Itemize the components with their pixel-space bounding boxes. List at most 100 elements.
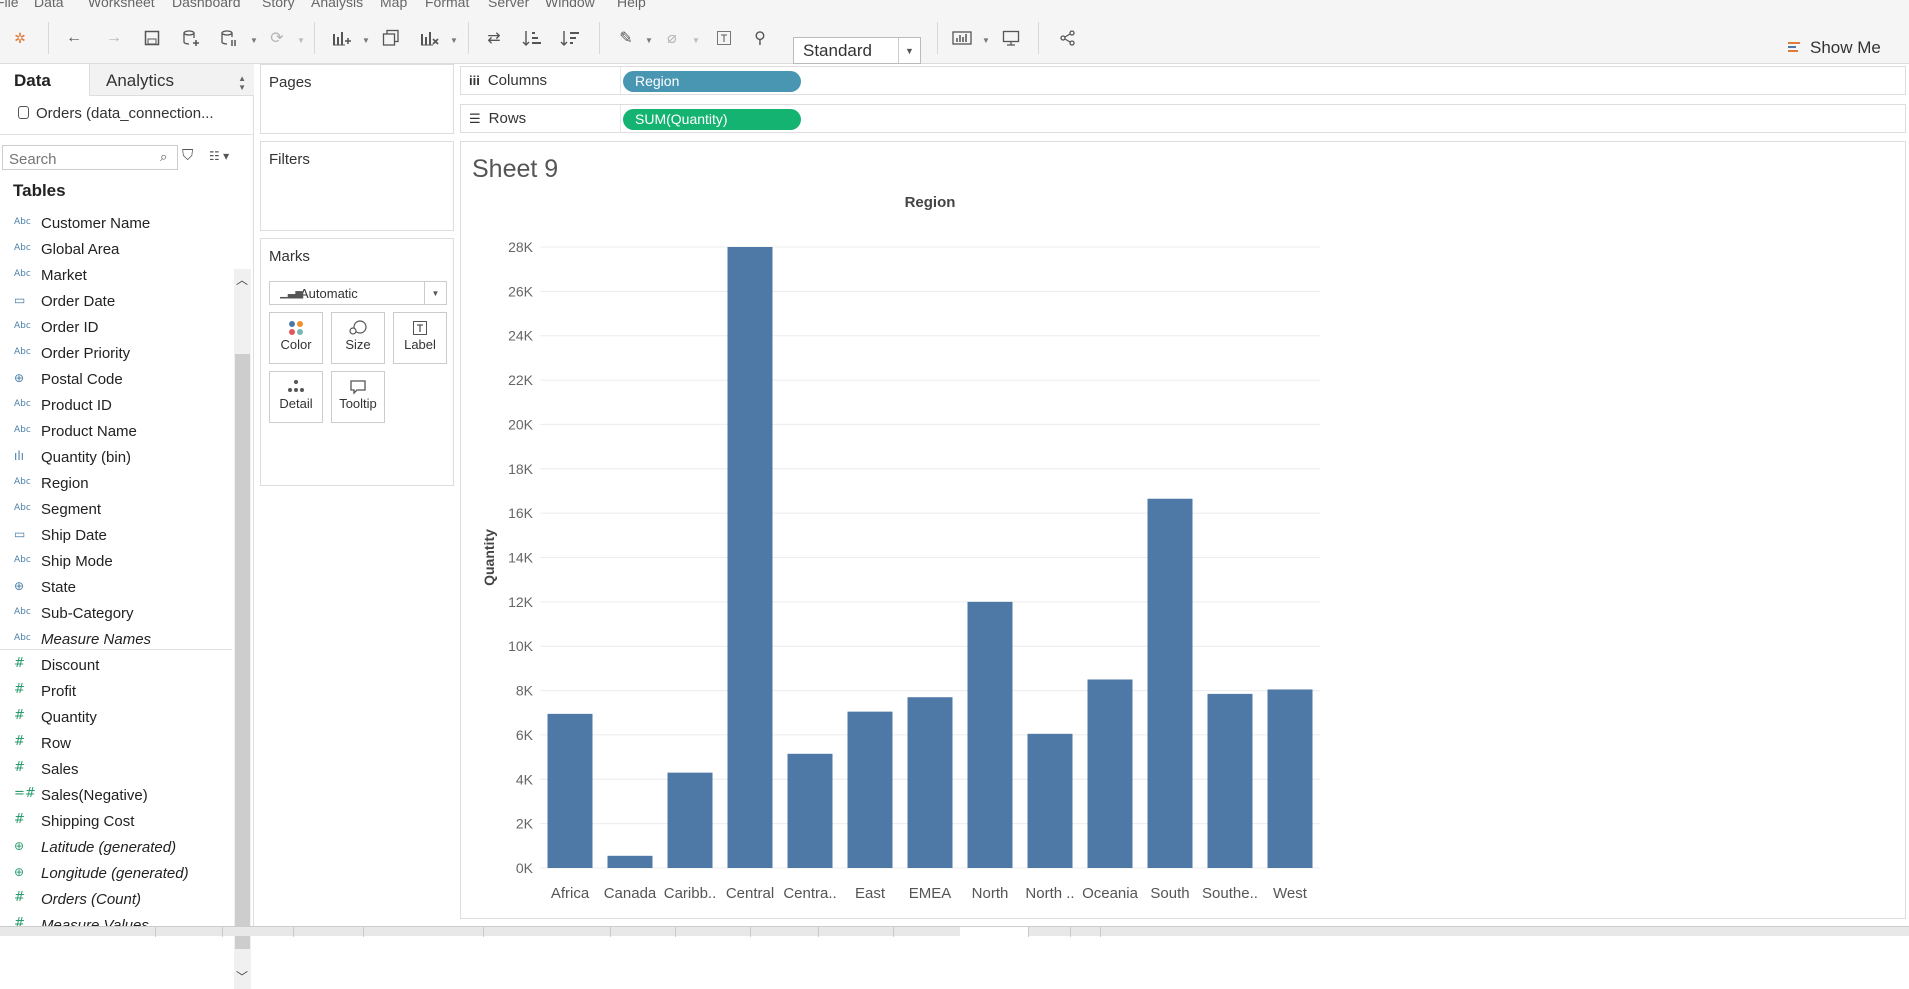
scroll-up-icon[interactable]: ︿ xyxy=(236,273,249,287)
sort-ascending-icon[interactable] xyxy=(520,26,544,50)
chevron-down-icon[interactable]: ▼ xyxy=(982,36,990,45)
bar-caribb[interactable] xyxy=(667,772,713,868)
new-datasource-icon[interactable] xyxy=(179,26,203,50)
redo-icon[interactable]: → xyxy=(106,29,122,46)
bar-southe[interactable] xyxy=(1207,693,1253,868)
sheet-tab[interactable] xyxy=(222,927,223,937)
fit-mode-select[interactable]: Standard ▼ xyxy=(793,37,921,64)
menu-help[interactable]: Help xyxy=(617,0,646,10)
chevron-down-icon[interactable]: ▼ xyxy=(362,36,370,45)
region-pill[interactable]: Region xyxy=(623,71,801,92)
chevron-down-icon[interactable]: ▼ xyxy=(450,36,458,45)
bar-africa[interactable] xyxy=(547,713,593,868)
labels-icon[interactable] xyxy=(712,26,736,50)
chevron-down-icon[interactable]: ▼ xyxy=(297,36,305,45)
chevron-down-icon[interactable]: ▼ xyxy=(898,38,920,63)
detail-button[interactable]: Detail xyxy=(269,371,323,423)
field-order-date[interactable]: ▭ Order Date xyxy=(0,292,232,316)
sort-descending-icon[interactable] xyxy=(558,26,582,50)
bar-south[interactable] xyxy=(1147,498,1193,868)
menu-server[interactable]: Server xyxy=(488,0,530,10)
field-latitude-generated[interactable]: ⊕ Latitude (generated) xyxy=(0,838,232,862)
menu-window[interactable]: Window xyxy=(545,0,595,10)
bar-north[interactable] xyxy=(1027,733,1073,868)
sheet-tab[interactable] xyxy=(1100,927,1101,937)
sheet-tab[interactable] xyxy=(155,927,156,937)
duplicate-icon[interactable] xyxy=(379,26,403,50)
menu-format[interactable]: Format xyxy=(425,0,470,10)
sheet-tab[interactable] xyxy=(1070,927,1071,937)
field-product-id[interactable]: Abc Product ID xyxy=(0,396,232,420)
field-state[interactable]: ⊕ State xyxy=(0,578,232,602)
field-customer-name[interactable]: Abc Customer Name xyxy=(0,214,232,238)
sheet-tab[interactable] xyxy=(610,927,611,937)
bar-north[interactable] xyxy=(967,601,1013,868)
highlight-icon[interactable]: ✎ xyxy=(619,30,633,47)
field-orders-count[interactable]: # Orders (Count) xyxy=(0,890,232,914)
tooltip-button[interactable]: Tooltip xyxy=(331,371,385,423)
pages-card[interactable]: Pages xyxy=(260,64,454,134)
bar-emea[interactable] xyxy=(907,697,953,868)
field-market[interactable]: Abc Market xyxy=(0,266,232,290)
field-order-priority[interactable]: Abc Order Priority xyxy=(0,344,232,368)
bar-east[interactable] xyxy=(847,711,893,868)
field-postal-code[interactable]: ⊕ Postal Code xyxy=(0,370,232,394)
refresh-icon[interactable]: ⟳ xyxy=(270,30,284,47)
menu-map[interactable]: Map xyxy=(380,0,408,10)
undo-icon[interactable]: ← xyxy=(66,29,82,46)
scrollbar-thumb[interactable] xyxy=(235,354,250,949)
filters-card[interactable]: Filters xyxy=(260,141,454,231)
swap-icon[interactable]: ⇄ xyxy=(487,30,501,47)
tab-data[interactable]: Data xyxy=(14,71,51,90)
bar-central[interactable] xyxy=(727,247,773,868)
sheet-title[interactable]: Sheet 9 xyxy=(472,155,559,183)
field-measure-names[interactable]: Abc Measure Names xyxy=(0,630,232,654)
color-button[interactable]: Color xyxy=(269,312,323,364)
field-segment[interactable]: Abc Segment xyxy=(0,500,232,524)
scroll-down-icon[interactable]: ﹀ xyxy=(236,970,249,984)
fix-axes-icon[interactable]: ⚲ xyxy=(754,30,766,47)
rows-shelf[interactable]: ☰ Rows SUM(Quantity) xyxy=(460,104,1906,133)
bar-oceania[interactable] xyxy=(1087,679,1133,868)
field-ship-mode[interactable]: Abc Ship Mode xyxy=(0,552,232,576)
save-icon[interactable] xyxy=(140,26,164,50)
share-icon[interactable] xyxy=(1056,26,1080,50)
field-global-area[interactable]: Abc Global Area xyxy=(0,240,232,264)
field-order-id[interactable]: Abc Order ID xyxy=(0,318,232,342)
chevron-down-icon[interactable]: ▼ xyxy=(692,36,700,45)
sheet-tab[interactable] xyxy=(483,927,484,937)
filter-icon[interactable]: ⛉ xyxy=(182,147,194,164)
data-source-connection[interactable]: Orders (data_connection... xyxy=(18,105,214,122)
bar-canada[interactable] xyxy=(607,855,653,868)
menu-data[interactable]: Data xyxy=(34,0,64,10)
sheet-tab[interactable] xyxy=(363,927,364,937)
menu-file[interactable]: File xyxy=(0,0,19,10)
menu-analysis[interactable]: Analysis xyxy=(311,0,364,10)
tab-analytics[interactable]: Analytics ▲ ▼ xyxy=(89,64,254,96)
menu-story[interactable]: Story xyxy=(262,0,295,10)
sheet-tab[interactable] xyxy=(675,927,676,937)
tableau-logo-icon[interactable]: ✲ xyxy=(14,29,26,46)
new-worksheet-icon[interactable] xyxy=(330,26,354,50)
sheet-tab[interactable] xyxy=(893,927,894,937)
fit-icon[interactable] xyxy=(950,26,974,50)
menu-worksheet[interactable]: Worksheet xyxy=(88,0,155,10)
field-quantity-bin[interactable]: ılı Quantity (bin) xyxy=(0,448,232,472)
sheet-tab[interactable] xyxy=(818,927,819,937)
field-discount[interactable]: # Discount xyxy=(0,656,232,680)
presentation-icon[interactable] xyxy=(999,26,1023,50)
size-button[interactable]: Size xyxy=(331,312,385,364)
chevron-down-icon[interactable]: ▼ xyxy=(645,36,653,45)
columns-shelf[interactable]: iii Columns Region xyxy=(460,66,1906,95)
show-me-button[interactable]: Show Me xyxy=(1788,38,1881,58)
bar-centra[interactable] xyxy=(787,753,833,868)
bar-west[interactable] xyxy=(1267,689,1313,868)
field-row[interactable]: # Row xyxy=(0,734,232,758)
sum-quantity-pill[interactable]: SUM(Quantity) xyxy=(623,109,801,130)
group-icon[interactable]: ⌀ xyxy=(667,30,677,47)
field-sales-negative[interactable]: =# Sales(Negative) xyxy=(0,786,232,810)
bar-chart[interactable]: 0K 2K 4K 6K 8K 10K 12K 14K 16K 18K 20K 22K 24K 26K 28K… xyxy=(460,190,1340,915)
sheet-tab[interactable] xyxy=(293,927,294,937)
pause-updates-icon[interactable] xyxy=(217,26,241,50)
label-button[interactable]: Label xyxy=(393,312,447,364)
